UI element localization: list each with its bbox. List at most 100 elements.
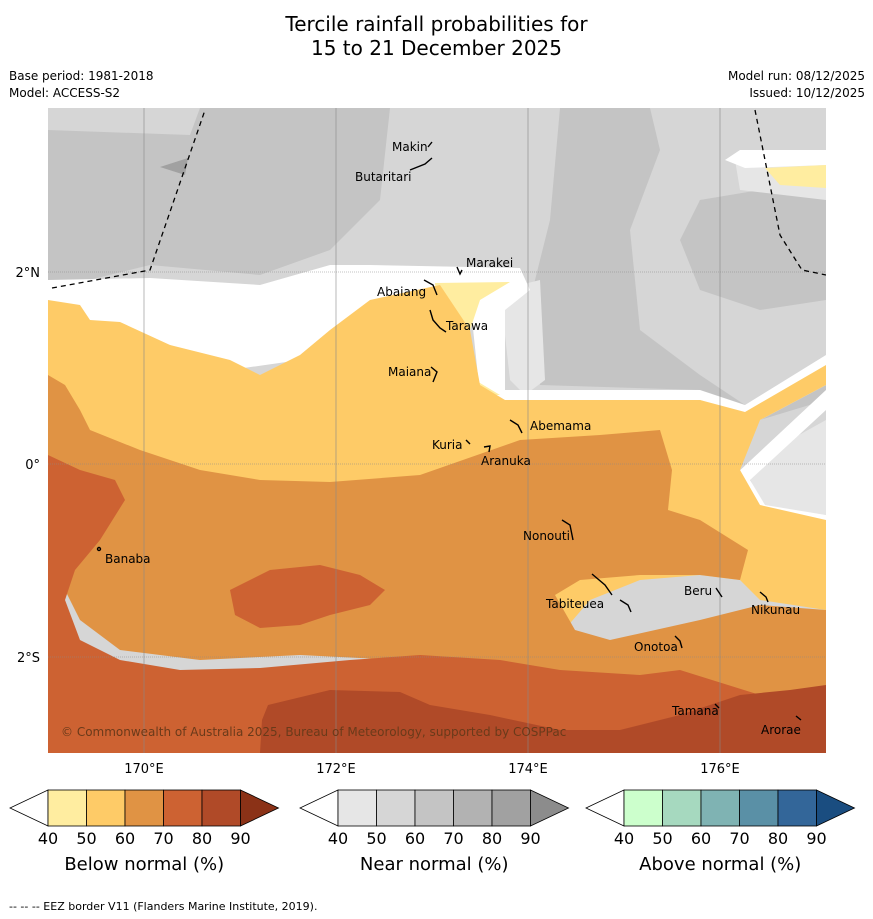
above-color-cell: [739, 789, 779, 827]
near-legend-label: Near normal (%): [360, 854, 509, 875]
near-color-cell: [376, 789, 416, 827]
island-maiana: [430, 366, 438, 383]
below-tick-label: 60: [115, 829, 135, 848]
above-tick-label: 50: [652, 829, 672, 848]
island-marakei: [456, 266, 463, 276]
above-extend-low: [585, 789, 625, 827]
near-tick-label: 80: [482, 829, 502, 848]
label-beru: Beru: [684, 584, 712, 598]
label-tarawa: Tarawa: [445, 319, 488, 333]
label-aranuka: Aranuka: [481, 454, 531, 468]
near-normal-40-band: [500, 280, 545, 395]
no-dominant-band-ne: [725, 150, 826, 168]
label-banaba: Banaba: [105, 552, 151, 566]
issued-date: Issued: 10/12/2025: [749, 86, 865, 100]
model-name: Model: ACCESS-S2: [9, 86, 121, 100]
island-tabiteuea: [591, 573, 632, 613]
colorbar-near-normal: 40 50 60 70 80 90 Near normal (%): [299, 789, 570, 875]
model-run: Model run: 08/12/2025: [727, 69, 865, 83]
near-tick-label: 50: [366, 829, 386, 848]
near-color-cell: [414, 789, 454, 827]
island-abemama: [509, 419, 523, 434]
above-color-cell: [623, 789, 663, 827]
above-legend-label: Above normal (%): [639, 854, 801, 875]
island-makin: [427, 141, 433, 148]
island-tamana: [714, 703, 720, 709]
below-normal-40-patch-ne: [765, 165, 826, 188]
eez-footnote: -- -- -- EEZ border V11 (Flanders Marine…: [9, 900, 318, 913]
lon-label-176e: 176°E: [700, 762, 740, 777]
above-extend-high: [816, 789, 856, 827]
above-tick-label: 80: [768, 829, 788, 848]
lon-label-170e: 170°E: [124, 762, 164, 777]
island-butaritari: [409, 157, 433, 171]
above-color-cell: [662, 789, 702, 827]
graticule: [48, 108, 826, 753]
below-color-cell: [86, 789, 126, 827]
island-kuria: [465, 439, 471, 445]
near-normal-50-patch: [48, 108, 200, 135]
label-makin: Makin: [392, 140, 428, 154]
meta-left: Base period: 1981-2018 Model: ACCESS-S2: [9, 68, 154, 102]
island-beru: [715, 587, 723, 598]
island-nonouti: [561, 519, 574, 541]
below-tick-label: 80: [192, 829, 212, 848]
map-title: Tercile rainfall probabilities for 15 to…: [0, 12, 873, 60]
below-color-cell: [201, 789, 241, 827]
island-abaiang: [423, 279, 438, 296]
base-period: Base period: 1981-2018: [9, 69, 154, 83]
below-extend-high: [240, 789, 280, 827]
colorbar-above-normal: 40 50 60 70 80 90 Above normal (%): [585, 789, 856, 875]
island-nikunau: [759, 591, 769, 603]
island-arorae: [795, 715, 802, 721]
label-maiana: Maiana: [388, 365, 431, 379]
near-tick-label: 90: [520, 829, 540, 848]
below-tick-label: 90: [230, 829, 250, 848]
lat-label-0: 0°: [25, 458, 40, 473]
below-color-cell: [47, 789, 87, 827]
below-normal-70-patch: [230, 565, 385, 628]
above-color-cell: [700, 789, 740, 827]
above-tick-label: 70: [729, 829, 749, 848]
label-tamana: Tamana: [671, 704, 719, 718]
colorbar-below-normal: 40 50 60 70 80 90 Below normal (%): [9, 789, 280, 875]
below-color-cell: [124, 789, 164, 827]
title-line-2: 15 to 21 December 2025: [310, 36, 562, 60]
eez-border: [51, 109, 826, 289]
below-tick-label: 50: [76, 829, 96, 848]
label-marakei: Marakei: [466, 256, 513, 270]
island-tarawa: [429, 309, 447, 333]
lat-label-2s: 2°S: [17, 651, 40, 666]
above-tick-label: 60: [691, 829, 711, 848]
no-dominant-band: [48, 265, 826, 420]
label-butaritari: Butaritari: [355, 170, 412, 184]
near-extend-high: [530, 789, 570, 827]
meta-right: Model run: 08/12/2025 Issued: 10/12/2025: [728, 68, 865, 102]
copyright-notice: © Commonwealth of Australia 2025, Bureau…: [61, 725, 566, 739]
island-labels: Makin Butaritari Marakei Abaiang Tarawa …: [105, 140, 801, 737]
near-tick-label: 70: [443, 829, 463, 848]
map-panel: Makin Butaritari Marakei Abaiang Tarawa …: [48, 108, 826, 753]
below-normal-80-region: [260, 685, 826, 753]
lon-label-174e: 174°E: [508, 762, 548, 777]
title-line-1: Tercile rainfall probabilities for: [285, 12, 588, 36]
near-normal-40-band-e: [745, 420, 826, 515]
below-color-cell: [163, 789, 203, 827]
label-nonouti: Nonouti: [523, 529, 570, 543]
island-banaba: [96, 546, 102, 552]
below-tick-label: 70: [153, 829, 173, 848]
lat-label-2n: 2°N: [16, 266, 41, 281]
island-onotoa: [674, 635, 683, 649]
label-kuria: Kuria: [432, 438, 463, 452]
island-aranuka: [483, 445, 491, 453]
near-normal-80-patch: [160, 158, 188, 175]
near-tick-label: 60: [405, 829, 425, 848]
no-dominant-band-e: [735, 390, 826, 530]
near-color-cell: [491, 789, 531, 827]
label-onotoa: Onotoa: [634, 640, 678, 654]
label-abemama: Abemama: [530, 419, 591, 433]
label-arorae: Arorae: [761, 723, 801, 737]
near-color-cell: [337, 789, 377, 827]
near-normal-60-region: [48, 108, 390, 290]
